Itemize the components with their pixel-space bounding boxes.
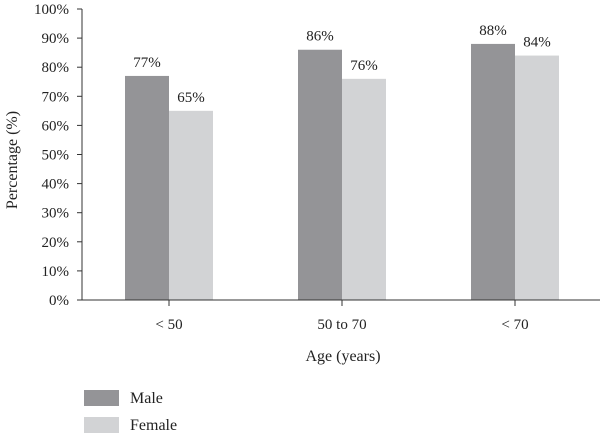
y-ticks: 0% 10% 20% 30% 40% 50% 60% 70% 80% 90% 100%: [34, 2, 82, 309]
bar-female: [342, 78, 386, 300]
x-tick-label: < 70: [501, 317, 528, 333]
data-label-female: 84%: [523, 35, 551, 51]
y-tick-label: 50%: [42, 148, 70, 164]
x-ticks: < 50 50 to 70 < 70: [155, 300, 529, 333]
legend-swatch-male: [84, 390, 119, 406]
bars-layer: [125, 43, 559, 301]
bar-female: [169, 110, 213, 300]
y-tick-label: 0%: [49, 293, 69, 309]
bar-male: [125, 75, 169, 301]
x-axis-title: Age (years): [305, 348, 380, 365]
y-tick-label: 20%: [42, 235, 70, 251]
y-tick-label: 70%: [42, 89, 70, 105]
data-label-male: 86%: [306, 29, 334, 45]
x-tick-label: < 50: [155, 317, 182, 333]
y-tick-label: 90%: [42, 31, 70, 47]
data-label-male: 77%: [133, 55, 161, 71]
data-labels: 77% 65% 86% 76% 88% 84%: [133, 23, 551, 106]
legend: Male Female: [84, 390, 177, 434]
legend-label-male: Male: [130, 390, 163, 407]
legend-swatch-female: [84, 417, 119, 433]
data-label-female: 76%: [350, 58, 378, 74]
legend-label-female: Female: [130, 417, 177, 434]
y-tick-label: 100%: [34, 2, 69, 18]
data-label-male: 88%: [479, 23, 507, 39]
data-label-female: 65%: [177, 90, 205, 106]
y-tick-label: 60%: [42, 118, 70, 134]
x-tick-label: 50 to 70: [317, 317, 366, 333]
bar-male: [471, 43, 515, 301]
y-tick-label: 10%: [42, 264, 70, 280]
y-axis-title: Percentage (%): [4, 111, 21, 209]
y-tick-label: 40%: [42, 177, 70, 193]
bar-male: [298, 49, 342, 300]
y-tick-label: 30%: [42, 206, 70, 222]
bar-female: [515, 55, 559, 301]
y-tick-label: 80%: [42, 60, 70, 76]
